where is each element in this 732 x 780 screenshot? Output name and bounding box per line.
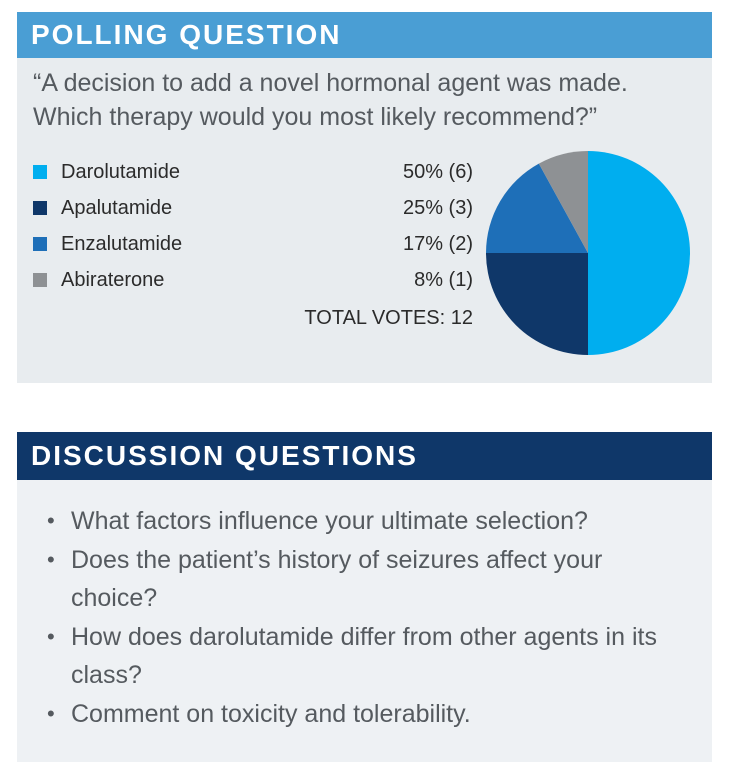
list-item-text: Does the patient’s history of seizures a… bbox=[71, 546, 603, 612]
list-item: • Comment on toxicity and tolerability. bbox=[47, 695, 687, 733]
bullet: • bbox=[47, 624, 55, 649]
pie-slice-darolutamide bbox=[588, 151, 690, 355]
polling-question-panel: “A decision to add a novel hormonal agen… bbox=[17, 58, 712, 383]
legend-value: 17% (2) bbox=[402, 233, 473, 255]
legend-swatch bbox=[33, 165, 47, 179]
discussion-list: • What factors influence your ultimate s… bbox=[47, 502, 687, 734]
discussion-questions-title: DISCUSSION QUESTIONS bbox=[31, 440, 418, 471]
pie-slice-apalutamide bbox=[486, 253, 588, 355]
list-item-text: What factors influence your ultimate sel… bbox=[71, 507, 588, 535]
total-votes: TOTAL VOTES: 12 bbox=[304, 307, 473, 329]
legend-value: 25% (3) bbox=[402, 197, 473, 219]
list-item-text: How does darolutamide differ from other … bbox=[71, 623, 657, 689]
legend-value: 8% (1) bbox=[414, 269, 473, 291]
bullet: • bbox=[47, 701, 55, 726]
polling-question-header: POLLING QUESTION bbox=[17, 12, 712, 58]
legend-item-darolutamide: Darolutamide 50% (6) bbox=[33, 158, 473, 186]
legend-label: Apalutamide bbox=[61, 197, 173, 219]
pie-slice-enzalutamide bbox=[486, 163, 588, 253]
list-item: • What factors influence your ultimate s… bbox=[47, 502, 687, 540]
legend-swatch bbox=[33, 201, 47, 215]
discussion-questions-panel: • What factors influence your ultimate s… bbox=[17, 480, 712, 762]
legend-label: Darolutamide bbox=[61, 161, 180, 183]
legend-item-enzalutamide: Enzalutamide 17% (2) bbox=[33, 230, 473, 258]
discussion-questions-header: DISCUSSION QUESTIONS bbox=[17, 432, 712, 480]
legend-swatch bbox=[33, 273, 47, 287]
legend-item-apalutamide: Apalutamide 25% (3) bbox=[33, 194, 473, 222]
legend-value: 50% (6) bbox=[402, 161, 473, 183]
pie-chart bbox=[486, 151, 690, 355]
list-item: • How does darolutamide differ from othe… bbox=[47, 618, 687, 694]
legend-swatch bbox=[33, 237, 47, 251]
legend-label: Abiraterone bbox=[61, 269, 165, 291]
list-item-text: Comment on toxicity and tolerability. bbox=[71, 700, 471, 728]
bullet: • bbox=[47, 508, 55, 533]
poll-question-text: “A decision to add a novel hormonal agen… bbox=[33, 69, 628, 131]
polling-question-title: POLLING QUESTION bbox=[31, 19, 342, 50]
bullet: • bbox=[47, 547, 55, 572]
list-item: • Does the patient’s history of seizures… bbox=[47, 541, 687, 617]
legend-item-abiraterone: Abiraterone 8% (1) bbox=[33, 266, 473, 294]
pie-slice-abiraterone bbox=[538, 151, 588, 253]
legend-label: Enzalutamide bbox=[61, 233, 183, 255]
